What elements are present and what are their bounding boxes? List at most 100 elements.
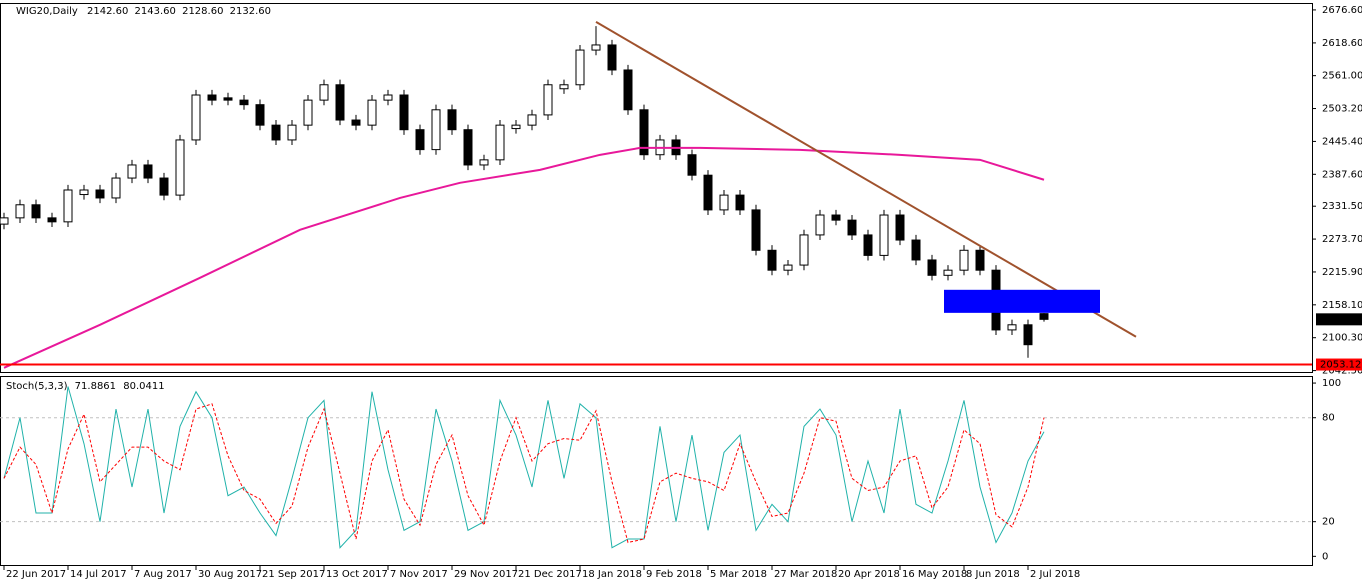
candle-body [415, 129, 425, 151]
price-tag-label: 2053.12 [1320, 360, 1361, 371]
candle-body [847, 219, 857, 236]
candle-body [543, 84, 553, 116]
candle-body [399, 94, 409, 131]
candle-body [719, 194, 729, 211]
candle-body [1039, 313, 1049, 320]
x-tick-label: 5 Mar 2018 [710, 569, 767, 580]
candle-body [319, 84, 329, 101]
stoch-panel [0, 376, 1313, 566]
y-tick-label: 2503.20 [1322, 104, 1362, 115]
candle-body [735, 194, 745, 211]
candle-body [463, 129, 473, 166]
candle-body [831, 214, 841, 221]
candle-body [559, 84, 569, 90]
candle-body [79, 189, 89, 196]
y-tick-label: 2676.60 [1322, 5, 1362, 16]
candle-body [159, 177, 169, 196]
candle-body [207, 94, 217, 101]
overlay-line [595, 21, 1137, 338]
candle-body [959, 249, 969, 271]
zone-rect [944, 289, 1100, 313]
candle-body [527, 114, 537, 126]
close-label: 2132.60 [230, 6, 271, 17]
candle-body [255, 104, 265, 126]
candle-body [879, 214, 889, 256]
candle-body [239, 99, 249, 106]
candle-body [31, 204, 41, 219]
x-tick-label: 27 Mar 2018 [774, 569, 837, 580]
candle-body [799, 234, 809, 266]
x-tick-label: 9 Feb 2018 [646, 569, 702, 580]
x-tick-label: 20 Apr 2018 [838, 569, 900, 580]
price-panel [0, 3, 1313, 373]
overlay-line [3, 146, 1045, 369]
stoch-main-value: 71.8861 [75, 381, 116, 392]
symbol-title: WIG20,Daily [16, 6, 78, 17]
candle-body [575, 49, 585, 86]
x-tick-label: 30 Aug 2017 [198, 569, 262, 580]
candle-body [703, 174, 713, 211]
candle-body [687, 154, 697, 176]
candle-body [911, 239, 921, 261]
candle-body [815, 214, 825, 236]
candle-body [447, 109, 457, 131]
y-tick-label: 2100.30 [1322, 333, 1362, 344]
candle-body [1023, 324, 1033, 346]
candle-body [143, 164, 153, 179]
x-tick-label: 2 Jul 2018 [1030, 569, 1080, 580]
x-tick-label: 21 Dec 2017 [518, 569, 582, 580]
x-tick-label: 7 Aug 2017 [134, 569, 192, 580]
candle-body [63, 189, 73, 223]
y-tick-label: 2445.40 [1322, 136, 1362, 147]
candle-body [0, 217, 9, 225]
candle-body [639, 109, 649, 156]
candle-body [927, 259, 937, 276]
candle-body [175, 139, 185, 196]
candle-body [287, 124, 297, 141]
candle-body [351, 119, 361, 126]
x-tick-label: 16 May 2018 [902, 569, 967, 580]
candle-body [111, 177, 121, 199]
candle-body [783, 264, 793, 271]
y-tick-label: 0 [1322, 551, 1328, 562]
y-tick-label: 2331.50 [1322, 201, 1362, 212]
y-tick-label: 2561.00 [1322, 71, 1362, 82]
x-tick-label: 13 Oct 2017 [326, 569, 388, 580]
candle-body [607, 44, 617, 71]
candle-body [863, 234, 873, 256]
candle-body [367, 99, 377, 126]
stoch-signal-value: 80.0411 [123, 381, 164, 392]
x-tick-label: 14 Jul 2017 [70, 569, 127, 580]
candle-body [623, 69, 633, 111]
candle-body [591, 44, 601, 51]
y-tick-label: 2215.90 [1322, 267, 1362, 278]
y-tick-label: 2042.50 [1322, 366, 1362, 377]
candle-body [767, 249, 777, 271]
x-tick-label: 21 Sep 2017 [262, 569, 325, 580]
y-tick-label: 2618.60 [1322, 38, 1362, 49]
candle-body [95, 189, 105, 199]
x-tick-label: 29 Nov 2017 [454, 569, 518, 580]
candle-body [495, 124, 505, 161]
candle-body [1007, 324, 1017, 331]
x-tick-label: 8 Jun 2018 [966, 569, 1020, 580]
x-tick-label: 7 Nov 2017 [390, 569, 448, 580]
price-tag [1316, 358, 1362, 371]
stoch-header: Stoch(5,3,3) 71.8861 80.0411 [6, 381, 165, 392]
low-label: 2128.60 [182, 6, 223, 17]
price-header: WIG20,Daily 2142.60 2143.60 2128.60 2132… [16, 6, 271, 17]
high-label: 2143.60 [135, 6, 176, 17]
x-tick-label: 18 Jan 2018 [582, 569, 642, 580]
x-tick-label: 22 Jun 2017 [6, 569, 66, 580]
candle-body [511, 124, 521, 130]
y-tick-label: 80 [1322, 413, 1335, 424]
y-tick-label: 2387.60 [1322, 169, 1362, 180]
candle-body [431, 109, 441, 151]
candle-body [975, 249, 985, 271]
candle-body [335, 84, 345, 121]
candle-body [271, 124, 281, 141]
stoch-line [3, 386, 1045, 549]
candle-body [943, 269, 953, 276]
candle-body [191, 94, 201, 141]
